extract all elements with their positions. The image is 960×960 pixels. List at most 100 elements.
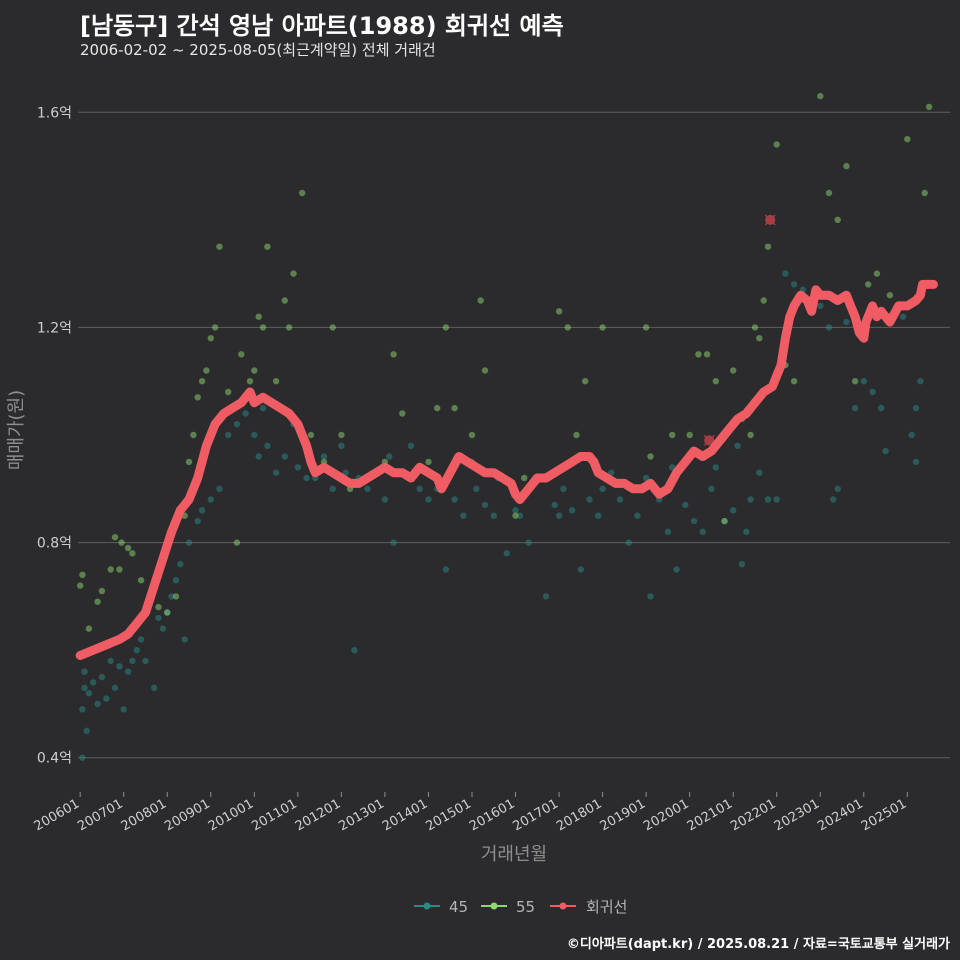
- point-45: [390, 539, 397, 546]
- point-55: [281, 297, 288, 304]
- y-tick-label: 0.8억: [37, 536, 72, 552]
- point-45: [730, 507, 737, 514]
- point-45: [194, 517, 201, 525]
- point-45: [917, 378, 924, 385]
- point-55: [451, 404, 458, 412]
- point-45: [525, 539, 532, 546]
- point-55: [712, 378, 719, 385]
- point-45: [790, 281, 798, 288]
- point-45: [568, 507, 576, 514]
- y-tick-label: 1.2억: [37, 320, 72, 336]
- point-55: [851, 378, 859, 385]
- point-45: [756, 469, 763, 476]
- point-45: [912, 404, 920, 412]
- legend-reg-label: 회귀선: [586, 898, 627, 916]
- point-55: [669, 431, 676, 439]
- point-45: [129, 657, 136, 665]
- point-45: [782, 270, 789, 277]
- point-45: [555, 512, 563, 519]
- x-tick-label: 201101: [249, 796, 299, 834]
- point-55: [886, 292, 894, 299]
- x-tick-label: 200601: [32, 796, 82, 834]
- point-45: [442, 566, 450, 573]
- point-55: [216, 243, 223, 250]
- point-55: [790, 378, 798, 385]
- point-45: [843, 318, 850, 326]
- point-45: [233, 421, 241, 428]
- point-55: [764, 243, 772, 250]
- point-45: [425, 496, 432, 503]
- point-55: [85, 625, 93, 632]
- y-axis-title: 매매가(원): [6, 390, 27, 470]
- x-axis-title: 거래년월: [481, 844, 547, 865]
- point-55: [642, 324, 650, 331]
- point-45: [264, 442, 271, 449]
- chart-title: [남동구] 간석 영남 아파트(1988) 회귀선 예측: [80, 12, 564, 40]
- point-55: [124, 544, 132, 552]
- x-tick-label: 200901: [162, 796, 212, 834]
- point-55: [155, 603, 162, 611]
- point-55: [225, 388, 232, 396]
- x-tick-label: 201201: [293, 796, 343, 834]
- point-45: [338, 442, 345, 449]
- point-55: [307, 431, 315, 439]
- point-45: [516, 512, 524, 519]
- point-55: [116, 566, 123, 573]
- x-tick-label: 202201: [728, 796, 778, 834]
- regression-path: [75, 279, 938, 660]
- point-45: [451, 496, 458, 503]
- point-55: [290, 270, 297, 277]
- point-45: [699, 528, 706, 535]
- point-45: [181, 636, 188, 643]
- point-55: [564, 324, 571, 331]
- point-55: [730, 367, 737, 374]
- point-55: [285, 324, 293, 331]
- point-55: [756, 335, 763, 342]
- point-45: [747, 496, 754, 503]
- point-55: [751, 324, 759, 331]
- point-55: [251, 367, 258, 374]
- point-55: [434, 404, 441, 412]
- x-tick-label: 201701: [511, 796, 561, 834]
- point-45: [81, 684, 88, 691]
- x-tick-label: 201401: [380, 796, 430, 834]
- chart-subtitle: 2006-02-02 ~ 2025-08-05(최근계약일) 전체 거래건: [80, 41, 436, 59]
- point-45: [869, 388, 876, 396]
- point-55: [825, 189, 833, 197]
- point-55: [904, 136, 911, 143]
- point-45: [473, 485, 480, 492]
- point-45: [329, 485, 336, 492]
- point-45: [386, 453, 393, 460]
- point-55: [760, 297, 767, 304]
- point-55: [747, 431, 754, 439]
- point-45: [251, 431, 258, 439]
- point-55: [190, 431, 197, 439]
- point-55: [338, 431, 345, 439]
- x-tick-label: 201801: [554, 796, 604, 834]
- point-45: [242, 410, 249, 417]
- x-tick-label: 200801: [119, 796, 169, 834]
- point-45: [168, 593, 175, 600]
- point-45: [690, 517, 698, 525]
- point-45: [669, 464, 676, 471]
- point-45: [281, 453, 288, 460]
- point-55: [817, 92, 824, 100]
- point-55: [521, 474, 528, 482]
- point-55: [238, 351, 245, 358]
- x-tick-label: 201501: [423, 796, 473, 834]
- legend-45-dot: [423, 902, 431, 910]
- point-55: [442, 324, 450, 331]
- point-45: [272, 469, 280, 476]
- point-55: [259, 324, 267, 331]
- point-45: [512, 507, 519, 514]
- y-tick-label: 1.6억: [37, 105, 72, 121]
- point-45: [682, 501, 689, 509]
- x-tick-label: 202401: [815, 796, 865, 834]
- point-45: [320, 453, 328, 460]
- point-55: [77, 582, 84, 589]
- point-45: [481, 501, 489, 509]
- point-55: [164, 609, 171, 616]
- point-55: [573, 431, 580, 439]
- point-45: [207, 496, 214, 503]
- point-55: [695, 351, 702, 358]
